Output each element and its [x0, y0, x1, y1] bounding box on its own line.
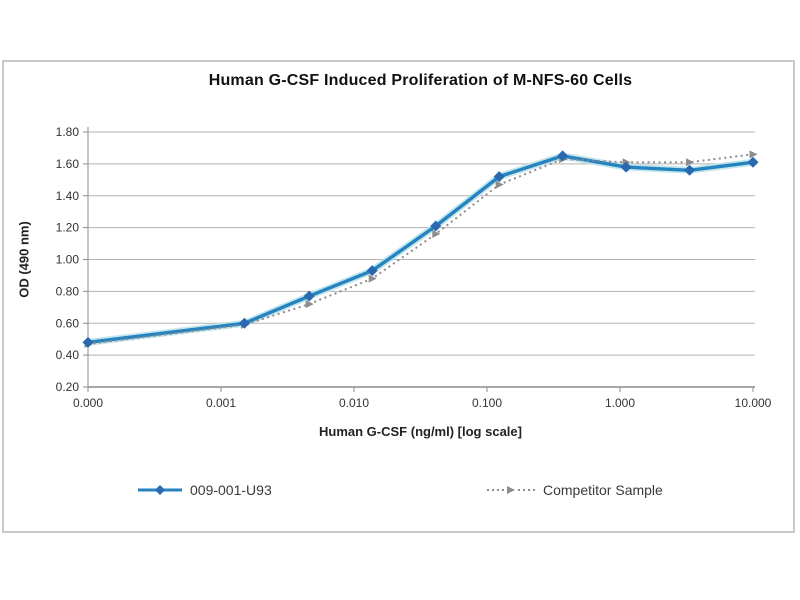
series-2-marker: [686, 158, 695, 167]
x-tick-label: 10.000: [735, 396, 772, 410]
series-1-line: [87, 154, 754, 345]
legend-marker-dotted-triangle-icon: [487, 486, 535, 494]
x-axis-title: Human G-CSF (ng/ml) [log scale]: [319, 424, 522, 439]
series-2-marker: [305, 300, 314, 309]
series-1-marker: [493, 171, 505, 183]
series-1-marker: [238, 317, 250, 329]
y-tick-label: 1.80: [56, 125, 80, 139]
series-1-marker: [557, 150, 569, 162]
series-2-marker: [749, 150, 758, 159]
series-1-marker: [366, 265, 378, 277]
legend-label-series-1: 009-001-U93: [190, 482, 272, 498]
series-2-line: [87, 153, 754, 345]
legend-item-series-1: 009-001-U93: [137, 482, 272, 498]
x-tick-label: 0.000: [73, 396, 103, 410]
y-tick-label: 1.20: [56, 221, 80, 235]
series-1-marker: [747, 156, 759, 168]
y-tick-label: 1.60: [56, 157, 80, 171]
y-tick-label: 1.40: [56, 189, 80, 203]
legend-marker-line-diamond-icon: [138, 485, 182, 495]
y-tick-label: 1.00: [56, 253, 80, 267]
chart-frame: [2, 60, 795, 533]
y-axis-title: OD (490 nm): [16, 221, 32, 298]
series-2-marker: [368, 274, 377, 283]
series-1-marker: [82, 336, 94, 348]
series-1-marker: [303, 290, 315, 302]
legend-item-series-2: Competitor Sample: [486, 482, 663, 498]
series-2-marker: [432, 230, 441, 238]
y-tick-label: 0.20: [56, 380, 80, 394]
y-tick-label: 0.40: [56, 348, 80, 362]
series-2-marker: [495, 180, 504, 189]
series-1-marker: [430, 220, 442, 232]
x-tick-label: 1.000: [605, 396, 635, 410]
series-1-halo: [87, 152, 754, 346]
legend-label-series-2: Competitor Sample: [543, 482, 663, 498]
y-tick-label: 0.60: [56, 316, 80, 330]
y-tick-label: 0.80: [56, 284, 80, 298]
series-1-marker: [684, 164, 696, 176]
x-tick-label: 0.100: [472, 396, 502, 410]
x-tick-label: 0.001: [206, 396, 236, 410]
series-1-marker: [620, 161, 632, 173]
chart-title: Human G-CSF Induced Proliferation of M-N…: [208, 72, 633, 89]
x-tick-label: 0.010: [339, 396, 369, 410]
